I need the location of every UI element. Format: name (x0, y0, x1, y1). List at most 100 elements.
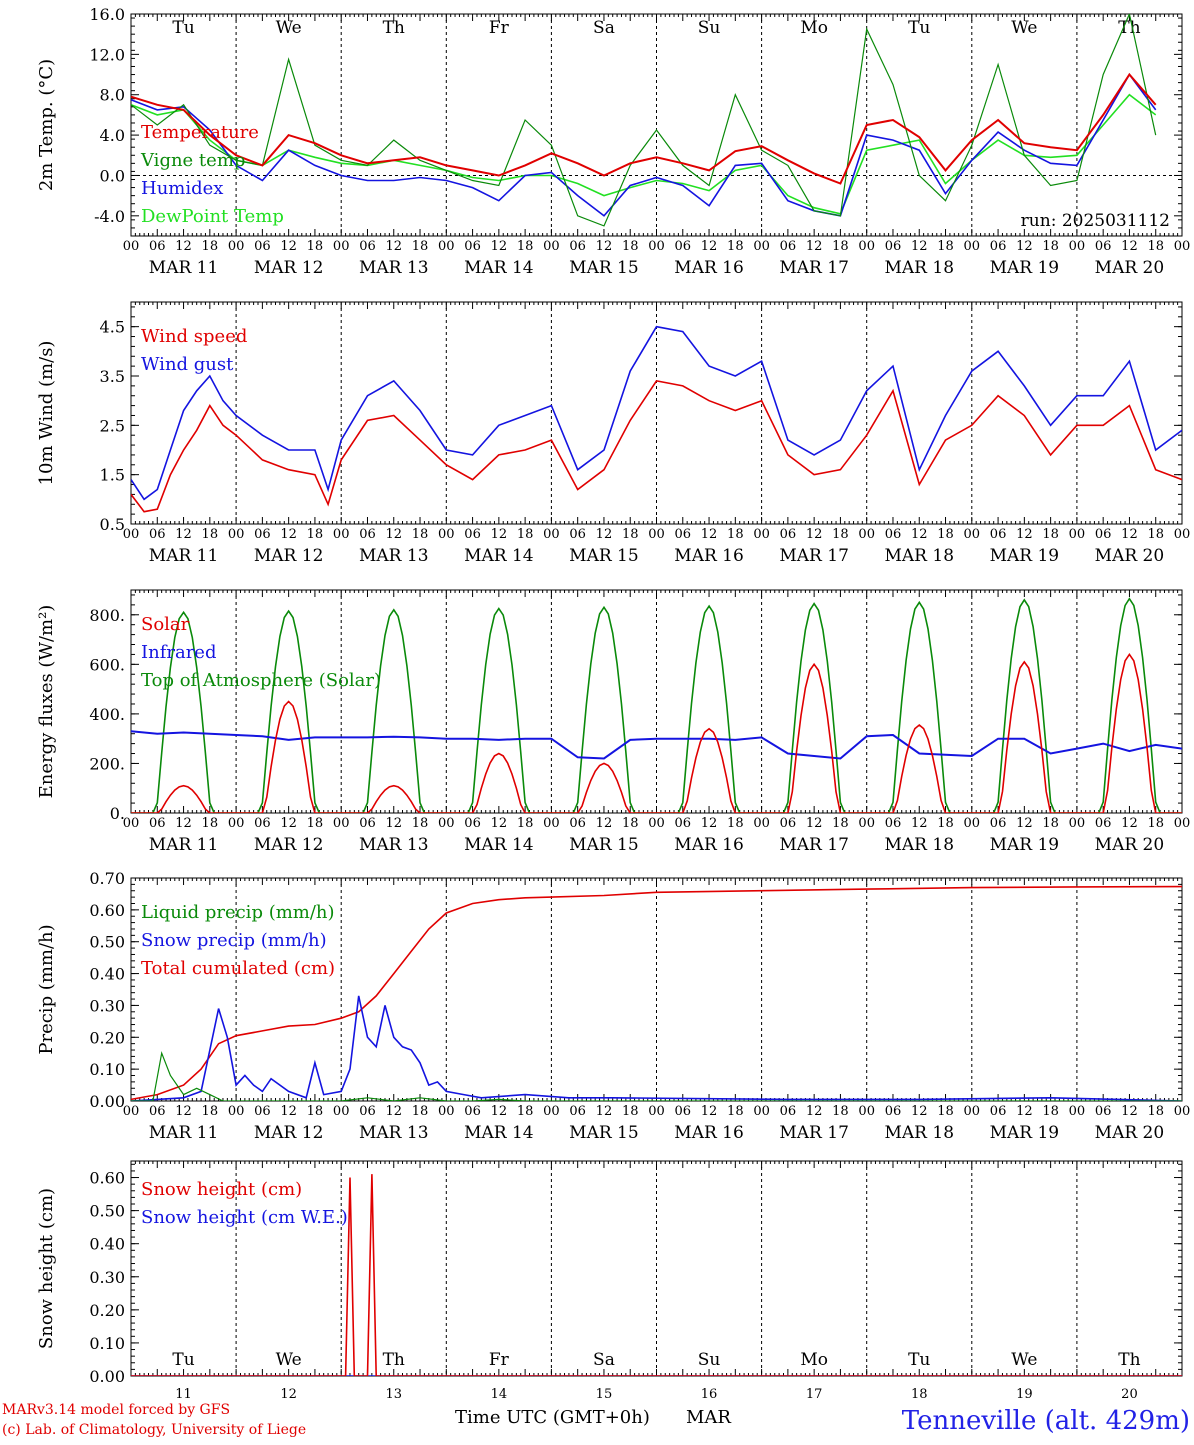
hour-tick-label: 06 (885, 1104, 902, 1119)
legend-infrared: Infrared (141, 642, 216, 663)
series-line-snow-height-cm- (131, 1174, 1182, 1376)
hour-tick-label: 18 (937, 816, 954, 831)
hour-tick-label: 00 (1069, 816, 1086, 831)
series-line-snow-precip-mm-h- (131, 995, 1182, 1101)
hour-tick-label: 18 (1147, 239, 1164, 254)
hour-tick-label: 06 (885, 816, 902, 831)
hour-tick-label: 12 (806, 816, 823, 831)
hour-tick-label: 12 (596, 527, 613, 542)
hour-tick-label: 00 (543, 239, 560, 254)
y-tick-label: 0.50 (89, 1202, 125, 1221)
y-tick-label: 400. (89, 705, 125, 724)
date-label: MAR 13 (359, 1123, 429, 1143)
series-line-total-cumulated-cm- (131, 885, 1182, 1101)
hour-tick-label: 00 (228, 1104, 245, 1119)
hour-tick-label: 12 (280, 527, 297, 542)
date-label: MAR 14 (464, 546, 534, 566)
series-line-dewpoint-temp (131, 93, 1157, 215)
hour-tick-label: 18 (517, 239, 534, 254)
hour-tick-label: 18 (1147, 1104, 1164, 1119)
hour-tick-label: 00 (964, 1104, 981, 1119)
hour-tick-label: 18 (832, 239, 849, 254)
hour-tick-label: 18 (937, 239, 954, 254)
hour-tick-label: 12 (1016, 527, 1033, 542)
y-tick-label: 0.10 (89, 1060, 125, 1079)
hour-tick-label: 00 (1069, 239, 1086, 254)
legend-liquid-precip-mm-h-: Liquid precip (mm/h) (141, 902, 335, 923)
hour-tick-label: 06 (1095, 816, 1112, 831)
hour-tick-label: 06 (149, 816, 166, 831)
legend-total-cumulated-cm-: Total cumulated (cm) (141, 958, 335, 979)
hour-tick-label: 18 (517, 816, 534, 831)
hour-tick-label: 00 (753, 816, 770, 831)
hour-tick-label: 00 (333, 1104, 350, 1119)
hour-tick-label: 18 (1042, 816, 1059, 831)
y-tick-label: 600. (89, 655, 125, 674)
y-tick-label: 0.20 (89, 1028, 125, 1047)
y-tick-label: 0.30 (89, 1268, 125, 1287)
run-annotation: run: 2025031112 (1021, 211, 1170, 231)
hour-tick-label: 12 (1016, 1104, 1033, 1119)
hour-tick-label: 06 (780, 239, 797, 254)
series-group (131, 597, 1182, 813)
date-label: MAR 16 (674, 258, 744, 278)
hour-tick-label: 12 (175, 1104, 192, 1119)
hour-tick-label: 12 (911, 1104, 928, 1119)
hour-tick-label: 06 (569, 239, 586, 254)
day-number-label: 15 (596, 1387, 613, 1402)
hour-tick-label: 12 (806, 239, 823, 254)
hour-tick-label: 06 (675, 1104, 692, 1119)
legend-wind-speed: Wind speed (141, 326, 247, 347)
date-label: MAR 18 (884, 546, 954, 566)
series-line-wind-gust (131, 325, 1182, 501)
date-label: MAR 19 (990, 258, 1060, 278)
hour-tick-label: 06 (1095, 1104, 1112, 1119)
date-label: MAR 20 (1095, 546, 1165, 566)
y-tick-label: 16.0 (89, 5, 125, 24)
hour-tick-label: 18 (832, 816, 849, 831)
hour-tick-label: 06 (780, 816, 797, 831)
hour-tick-label: 06 (990, 239, 1007, 254)
hour-tick-label: 18 (622, 239, 639, 254)
date-label: MAR 17 (779, 835, 849, 855)
series-group (131, 325, 1182, 513)
date-label: MAR 17 (779, 1123, 849, 1143)
date-label: MAR 12 (254, 835, 324, 855)
y-tick-label: 800. (89, 606, 125, 625)
day-number-label: 12 (280, 1387, 297, 1402)
hour-tick-label: 18 (412, 239, 429, 254)
hour-tick-label: 18 (622, 527, 639, 542)
date-label: MAR 12 (254, 546, 324, 566)
hour-tick-label: 12 (911, 816, 928, 831)
hour-tick-label: 06 (359, 239, 376, 254)
hour-tick-label: 06 (149, 1104, 166, 1119)
weekday-label: Su (698, 18, 721, 38)
hour-tick-label: 12 (596, 239, 613, 254)
hour-tick-label: 00 (228, 816, 245, 831)
hour-tick-label: 06 (254, 1104, 271, 1119)
hour-tick-label: 12 (701, 239, 718, 254)
y-tick-label: 0.20 (89, 1301, 125, 1320)
date-label: MAR 11 (149, 1123, 219, 1143)
day-number-label: 11 (175, 1387, 192, 1402)
date-label: MAR 15 (569, 258, 639, 278)
hour-tick-label: 12 (806, 1104, 823, 1119)
weekday-label: Su (698, 1350, 721, 1370)
hour-tick-label: 18 (307, 1104, 324, 1119)
date-label: MAR 19 (990, 1123, 1060, 1143)
day-number-label: 19 (1016, 1387, 1033, 1402)
hour-tick-label: 06 (149, 239, 166, 254)
hour-tick-label: 12 (911, 527, 928, 542)
hour-tick-label: 12 (385, 239, 402, 254)
series-group (131, 1174, 1182, 1376)
hour-tick-label: 00 (438, 1104, 455, 1119)
hour-tick-label: 12 (1016, 816, 1033, 831)
hour-tick-label: 18 (307, 239, 324, 254)
hour-tick-label: 18 (727, 239, 744, 254)
y-tick-label: 3.5 (100, 367, 125, 386)
hour-tick-label: 12 (1121, 239, 1138, 254)
hour-tick-label: 00 (648, 239, 665, 254)
legend-solar: Solar (141, 614, 190, 635)
hour-tick-label: 00 (543, 816, 560, 831)
